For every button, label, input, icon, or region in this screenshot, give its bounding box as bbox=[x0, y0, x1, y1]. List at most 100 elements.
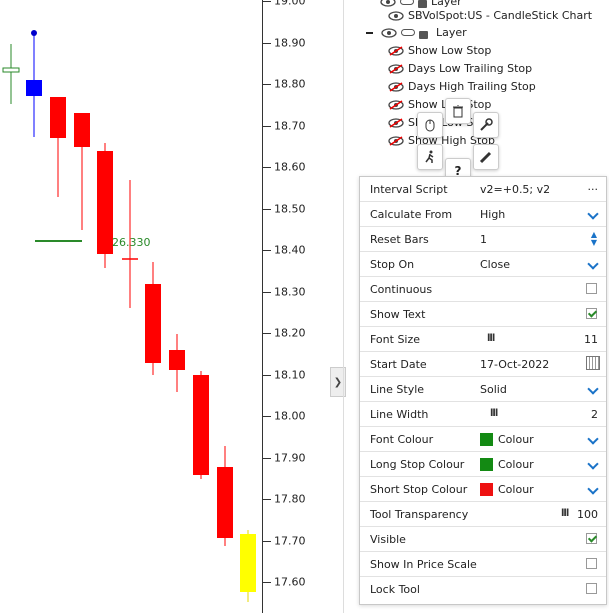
move-tool-button[interactable] bbox=[417, 144, 443, 170]
eye-hidden-icon[interactable] bbox=[388, 135, 404, 146]
chevron-down-icon[interactable] bbox=[587, 483, 599, 495]
layer-group-row[interactable]: Layer bbox=[366, 26, 467, 39]
layer-row-top[interactable]: Layer bbox=[380, 0, 462, 8]
lock-tool-checkbox[interactable] bbox=[586, 583, 597, 594]
prop-start-date[interactable]: Start Date 17-Oct-2022 bbox=[360, 352, 606, 377]
eye-icon[interactable] bbox=[381, 27, 397, 38]
colour-swatch[interactable] bbox=[480, 432, 493, 446]
prop-label: Lock Tool bbox=[370, 583, 420, 596]
delete-tool-button[interactable] bbox=[445, 98, 471, 124]
colour-swatch[interactable] bbox=[480, 482, 493, 496]
chevron-down-icon[interactable] bbox=[587, 258, 599, 270]
prop-font-colour[interactable]: Font Colour Colour bbox=[360, 427, 606, 452]
colour-swatch[interactable] bbox=[480, 457, 493, 471]
candle-body bbox=[97, 151, 113, 254]
layers-panel: Layer SBVolSpot:US - CandleStick Chart L… bbox=[344, 0, 609, 184]
link-icon[interactable] bbox=[400, 0, 414, 5]
price-chart[interactable]: 26.330 bbox=[0, 0, 262, 613]
line-style-select[interactable]: Solid bbox=[480, 383, 507, 396]
prop-label: Calculate From bbox=[370, 208, 453, 221]
axis-tick bbox=[263, 540, 271, 542]
calculate-from-select[interactable]: High bbox=[480, 208, 506, 221]
slider-handle-icon[interactable]: lll bbox=[487, 333, 495, 344]
properties-tool-button[interactable] bbox=[473, 112, 499, 138]
chevron-down-icon[interactable] bbox=[587, 208, 599, 220]
layer-item[interactable]: Show Low Stop bbox=[388, 44, 491, 57]
prop-long-stop-colour[interactable]: Long Stop Colour Colour bbox=[360, 452, 606, 477]
prop-calculate-from[interactable]: Calculate From High bbox=[360, 202, 606, 227]
unlock-icon[interactable] bbox=[418, 0, 427, 8]
slider-handle-icon[interactable]: lll bbox=[490, 408, 498, 419]
chevron-down-icon[interactable] bbox=[587, 383, 599, 395]
layer-item[interactable]: Days High Trailing Stop bbox=[388, 80, 536, 93]
unlock-icon[interactable] bbox=[419, 30, 428, 39]
axis-tick bbox=[263, 42, 271, 44]
help-icon: ? bbox=[454, 164, 462, 178]
prop-show-text[interactable]: Show Text bbox=[360, 302, 606, 327]
chevron-down-icon[interactable] bbox=[587, 433, 599, 445]
prop-font-size[interactable]: Font Size lll 11 bbox=[360, 327, 606, 352]
runner-icon bbox=[425, 150, 434, 163]
prop-show-in-price-scale[interactable]: Show In Price Scale bbox=[360, 552, 606, 577]
collapse-dash-icon[interactable] bbox=[366, 31, 373, 34]
eye-icon[interactable] bbox=[380, 0, 396, 7]
collapse-panel-button[interactable]: ❯ bbox=[330, 367, 346, 397]
eye-hidden-icon[interactable] bbox=[388, 63, 404, 74]
prop-line-width[interactable]: Line Width lll 2 bbox=[360, 402, 606, 427]
show-text-checkbox[interactable] bbox=[586, 308, 597, 319]
calendar-icon[interactable] bbox=[586, 356, 600, 370]
slider-handle-icon[interactable]: lll bbox=[561, 508, 569, 519]
chart-layer-row[interactable]: SBVolSpot:US - CandleStick Chart bbox=[388, 9, 592, 22]
edit-tool-button[interactable] bbox=[473, 144, 499, 170]
font-size-value[interactable]: 11 bbox=[584, 333, 598, 346]
prop-label: Show In Price Scale bbox=[370, 558, 477, 571]
select-tool-button[interactable] bbox=[417, 112, 443, 138]
axis-tick-label: 18.20 bbox=[274, 326, 306, 340]
more-options-button[interactable]: ··· bbox=[587, 183, 599, 196]
axis-tick-label: 18.50 bbox=[274, 202, 306, 215]
layer-item[interactable]: Show Low Stop bbox=[388, 98, 491, 111]
prop-stop-on[interactable]: Stop On Close bbox=[360, 252, 606, 277]
continuous-checkbox[interactable] bbox=[586, 283, 597, 294]
stop-on-select[interactable]: Close bbox=[480, 258, 510, 271]
price-axis[interactable]: 19.00 18.90 18.80 18.70 18.60 18.50 18.40 18.30… bbox=[262, 0, 331, 613]
eye-hidden-icon[interactable] bbox=[388, 99, 404, 110]
properties-panel: Interval Script v2=+0.5; v2 ··· Calculat… bbox=[359, 176, 607, 605]
prop-short-stop-colour[interactable]: Short Stop Colour Colour bbox=[360, 477, 606, 502]
prop-reset-bars[interactable]: Reset Bars 1 ▲ ▼ bbox=[360, 227, 606, 252]
prop-lock-tool[interactable]: Lock Tool bbox=[360, 577, 606, 602]
eye-hidden-icon[interactable] bbox=[388, 81, 404, 92]
eye-hidden-icon[interactable] bbox=[388, 117, 404, 128]
trash-icon bbox=[453, 104, 463, 117]
eye-hidden-icon[interactable] bbox=[388, 45, 404, 56]
start-date-input[interactable]: 17-Oct-2022 bbox=[480, 358, 550, 371]
line-width-value[interactable]: 2 bbox=[591, 408, 598, 421]
axis-tick-label: 18.10 bbox=[274, 368, 306, 381]
candle-body bbox=[217, 467, 233, 538]
eye-icon[interactable] bbox=[388, 10, 404, 21]
short-stop-colour-picker[interactable]: Colour bbox=[480, 482, 534, 497]
reset-bars-input[interactable]: 1 bbox=[480, 233, 487, 246]
visible-checkbox[interactable] bbox=[586, 533, 597, 544]
link-icon[interactable] bbox=[401, 29, 415, 36]
candle-body bbox=[193, 375, 209, 475]
prop-interval-script[interactable]: Interval Script v2=+0.5; v2 ··· bbox=[360, 177, 606, 202]
prop-line-style[interactable]: Line Style Solid bbox=[360, 377, 606, 402]
stepper-icon[interactable]: ▲ ▼ bbox=[590, 230, 597, 247]
prop-tool-transparency[interactable]: Tool Transparency lll 100 bbox=[360, 502, 606, 527]
prop-continuous[interactable]: Continuous bbox=[360, 277, 606, 302]
chevron-down-icon[interactable] bbox=[587, 458, 599, 470]
layer-item[interactable]: Days Low Trailing Stop bbox=[388, 62, 532, 75]
font-colour-picker[interactable]: Colour bbox=[480, 432, 534, 447]
axis-tick bbox=[263, 84, 271, 85]
layer-item-label: Show Low Stop bbox=[408, 44, 492, 57]
axis-tick-label: 18.70 bbox=[274, 119, 306, 132]
candle-body bbox=[169, 350, 185, 370]
tool-transparency-value[interactable]: 100 bbox=[577, 508, 598, 521]
show-in-price-scale-checkbox[interactable] bbox=[586, 558, 597, 569]
prop-visible[interactable]: Visible bbox=[360, 527, 606, 552]
layer-group-label: Layer bbox=[436, 26, 467, 39]
interval-script-input[interactable]: v2=+0.5; v2 bbox=[480, 183, 551, 196]
long-stop-colour-picker[interactable]: Colour bbox=[480, 457, 534, 472]
axis-tick bbox=[263, 457, 271, 459]
